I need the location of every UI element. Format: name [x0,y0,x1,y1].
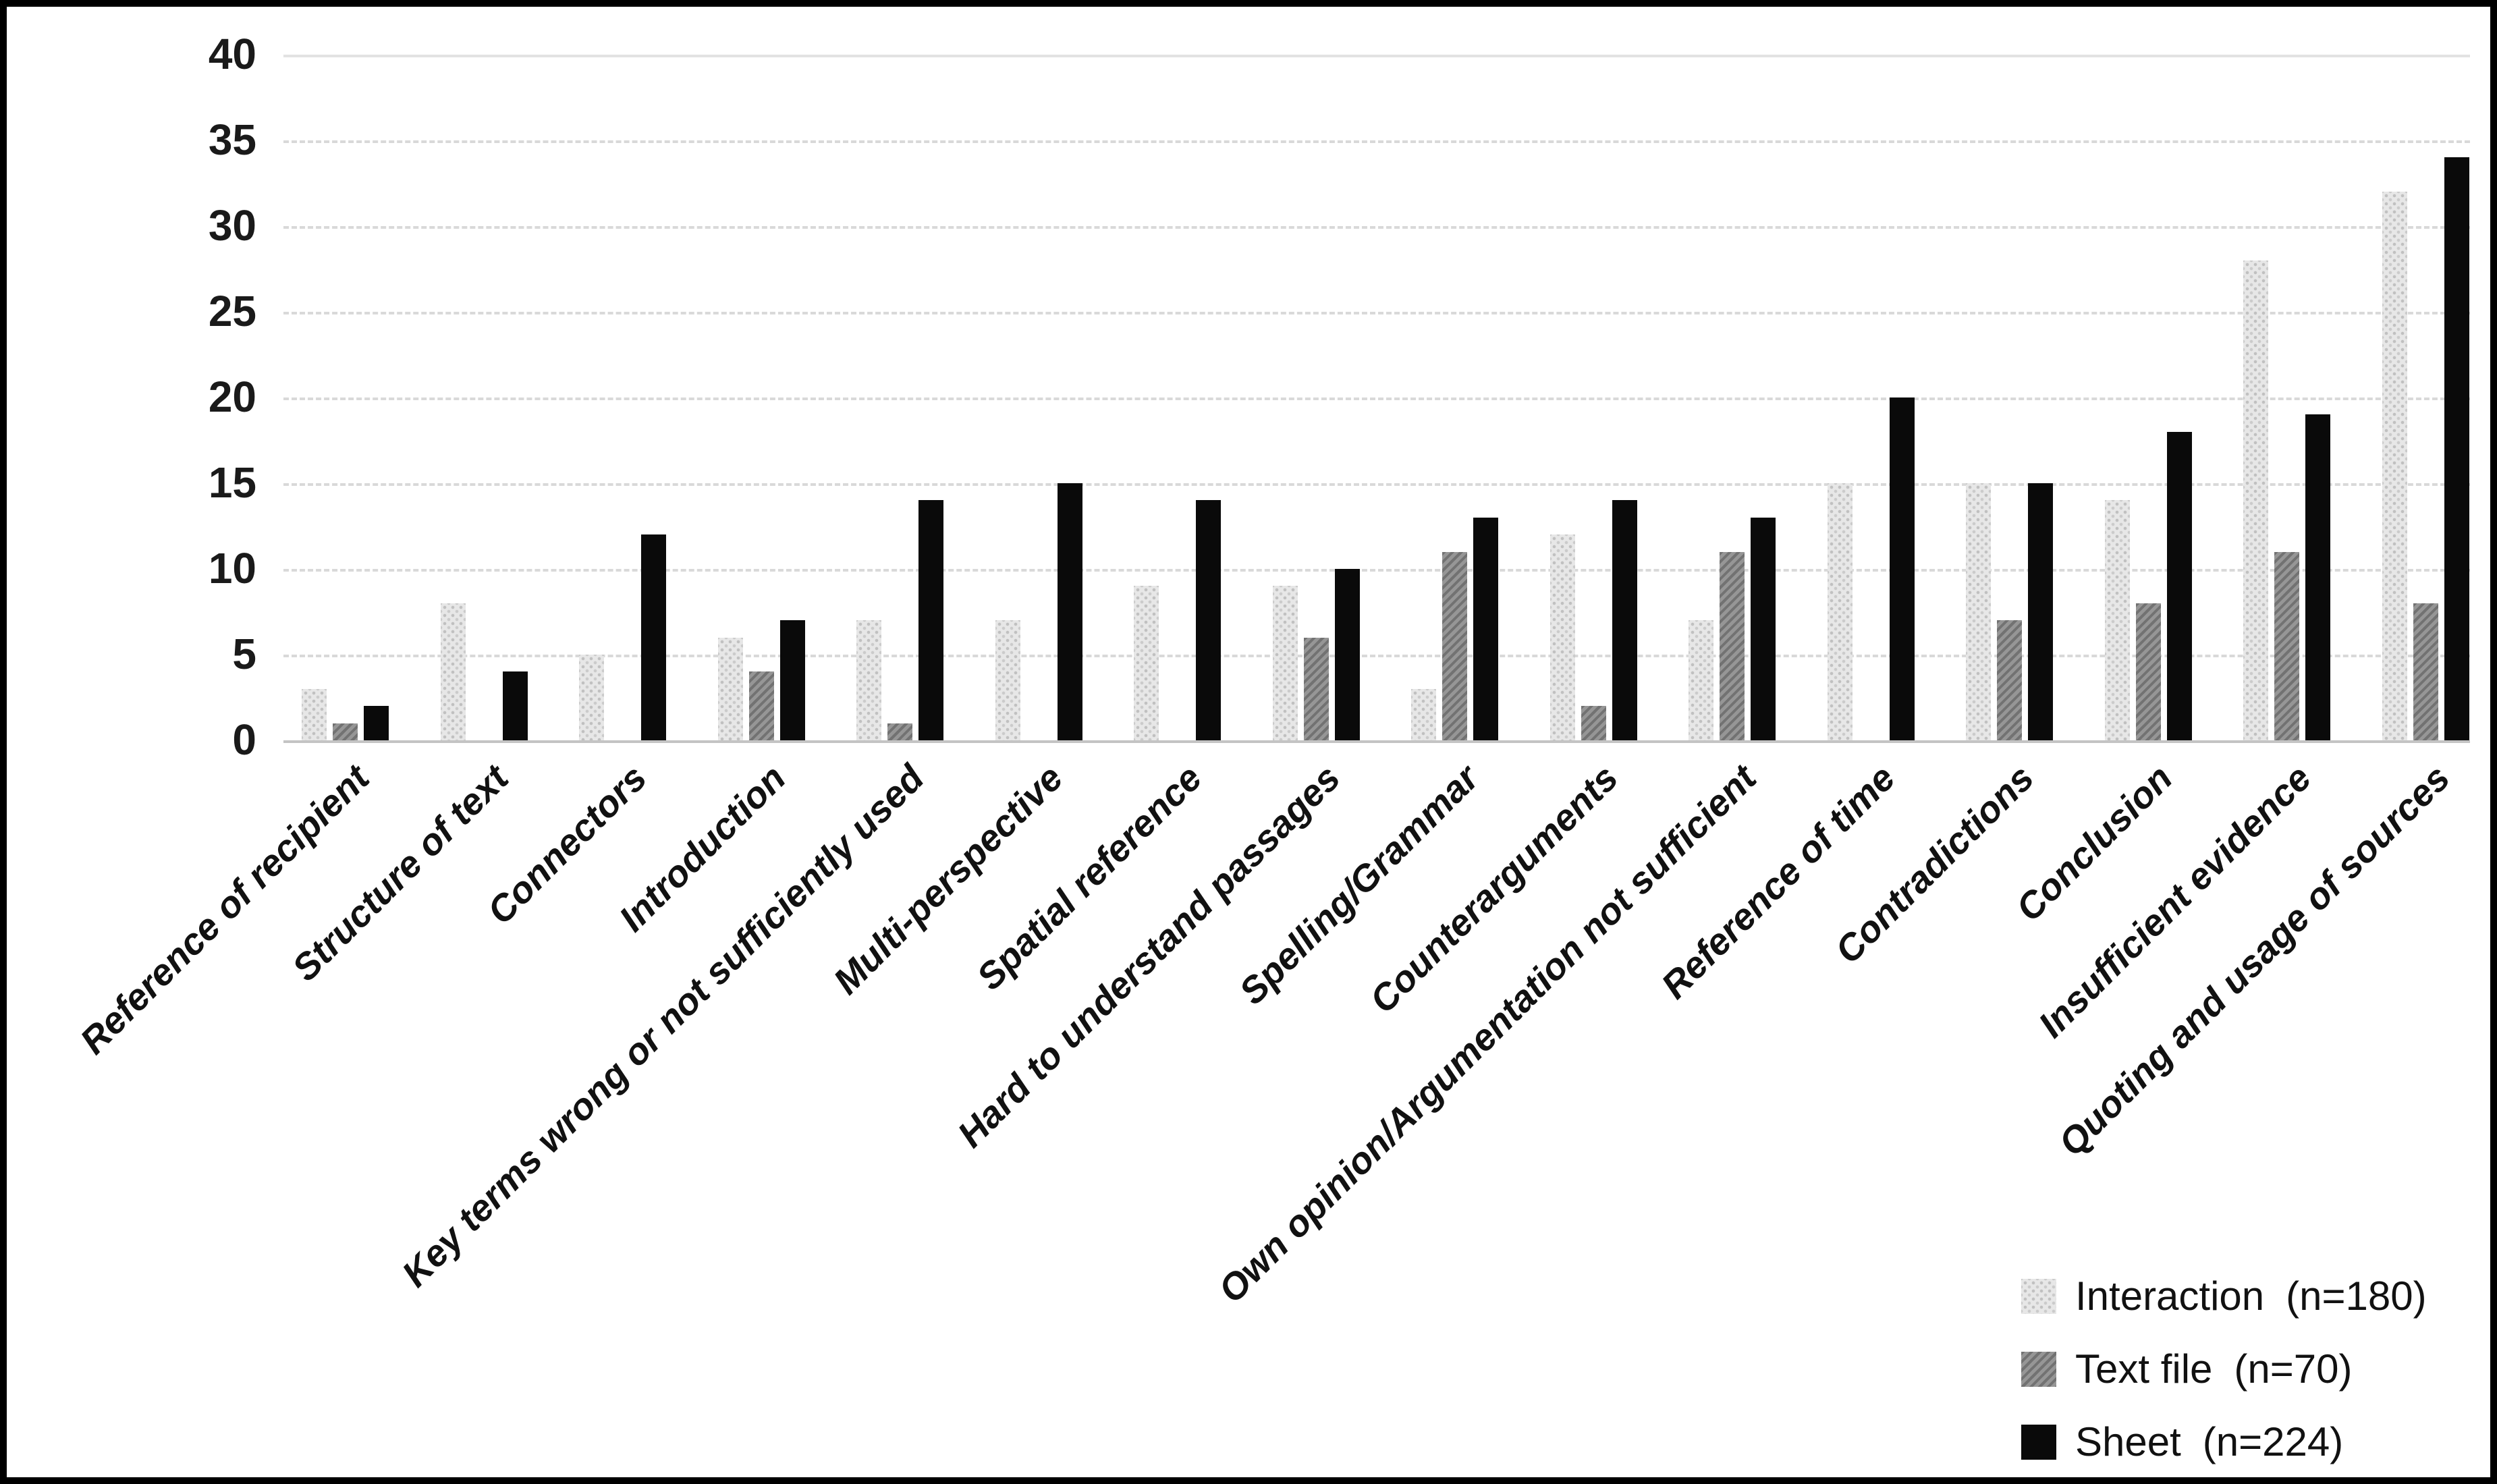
bar-sheet-contradictions [2028,483,2053,740]
y-gridline-5 [283,655,2470,657]
legend-count: (n=70) [2234,1346,2353,1392]
bar-sheet-multi-perspective [1057,483,1082,740]
y-gridline-25 [283,312,2470,314]
x-category-label-multi-perspective: Multi-perspective [825,757,1071,1002]
bar-interaction-structure-of-text [440,603,466,740]
y-tick-label-30: 30 [208,201,256,250]
x-category-label-spelling-grammar: Spelling/Grammar [1231,757,1487,1013]
bar-interaction-insufficient-evidence [2243,260,2268,740]
bar-interaction-hard-to-understand-passages [1272,586,1298,740]
bar-sheet-reference-of-time [1889,397,1915,740]
legend-swatch-interaction-icon [2021,1279,2056,1314]
bar-sheet-key-terms-wrong-or-not-sufficiently-used [918,500,943,740]
legend-count: (n=180) [2286,1273,2427,1319]
bar-interaction-spatial-reference [1134,586,1159,740]
bar-text-file-own-opinion-argumentation-not-sufficient [1720,551,1745,740]
y-tick-label-15: 15 [208,458,256,507]
plot-area [283,55,2470,743]
bar-interaction-counterarguments [1549,534,1575,740]
bar-sheet-conclusion [2166,431,2192,740]
y-tick-label-35: 35 [208,115,256,164]
y-gridline-40 [283,55,2470,57]
legend-label: Interaction [2075,1273,2265,1319]
bar-text-file-insufficient-evidence [2274,551,2299,740]
bar-text-file-conclusion [2135,603,2161,740]
legend-item-sheet: Sheet (n=224) [2021,1420,2427,1464]
x-category-label-reference-of-recipient: Reference of recipient [72,757,378,1062]
legend-label: Text file [2075,1346,2213,1392]
bar-sheet-spelling-grammar [1473,517,1498,740]
y-tick-label-0: 0 [232,715,256,764]
bar-interaction-quoting-and-usage-of-sources [2382,192,2407,740]
bar-sheet-connectors [641,534,666,740]
bar-text-file-reference-of-recipient [333,723,358,740]
bar-interaction-connectors [579,655,604,740]
bar-text-file-counterarguments [1581,706,1606,740]
bar-sheet-insufficient-evidence [2305,414,2330,740]
bar-interaction-reference-of-recipient [302,688,327,740]
y-gridline-15 [283,483,2470,486]
bar-interaction-conclusion [2104,500,2130,740]
bar-sheet-quoting-and-usage-of-sources [2444,157,2469,740]
bar-interaction-introduction [717,637,743,740]
bar-interaction-multi-perspective [995,620,1020,740]
bar-sheet-hard-to-understand-passages [1334,569,1360,740]
y-gridline-30 [283,226,2470,229]
y-tick-label-20: 20 [208,373,256,421]
x-category-label-insufficient-evidence: Insufficient evidence [2030,757,2320,1046]
legend-item-textfile: Text file (n=70) [2021,1347,2427,1392]
bar-sheet-own-opinion-argumentation-not-sufficient [1751,517,1776,740]
bar-sheet-introduction [779,620,805,740]
bar-interaction-reference-of-time [1827,483,1853,740]
bar-text-file-quoting-and-usage-of-sources [2413,603,2438,740]
bar-text-file-contradictions [1997,620,2022,740]
bar-interaction-own-opinion-argumentation-not-sufficient [1689,620,1713,740]
x-category-label-counterarguments: Counterarguments [1361,757,1626,1022]
legend-swatch-sheet-icon [2021,1425,2056,1460]
bar-text-file-introduction [748,671,774,740]
bar-sheet-counterarguments [1612,500,1637,740]
bar-text-file-hard-to-understand-passages [1303,637,1329,740]
y-gridline-0 [283,740,2470,743]
bar-text-file-spelling-grammar [1442,551,1467,740]
y-tick-label-5: 5 [232,630,256,678]
y-tick-label-25: 25 [208,287,256,335]
y-gridline-35 [283,140,2470,143]
bar-text-file-key-terms-wrong-or-not-sufficiently-used [887,723,912,740]
bar-interaction-key-terms-wrong-or-not-sufficiently-used [856,620,881,740]
bar-sheet-reference-of-recipient [364,706,389,740]
bar-sheet-spatial-reference [1196,500,1221,740]
bar-interaction-spelling-grammar [1411,688,1436,740]
chart-legend: Interaction (n=180) Text file (n=70) She… [2021,1274,2427,1464]
legend-count: (n=224) [2202,1419,2344,1464]
y-gridline-20 [283,397,2470,400]
legend-swatch-textfile-icon [2021,1352,2056,1387]
x-category-label-key-terms-wrong-or-not-sufficiently-used: Key terms wrong or not sufficiently used [393,757,933,1295]
legend-label: Sheet [2075,1419,2181,1464]
y-tick-label-10: 10 [208,544,256,593]
legend-item-interaction: Interaction (n=180) [2021,1274,2427,1319]
y-tick-label-40: 40 [208,30,256,78]
bar-sheet-structure-of-text [502,671,528,740]
x-category-label-reference-of-time: Reference of time [1653,757,1903,1007]
y-gridline-10 [283,569,2470,572]
bar-interaction-contradictions [1966,483,1991,740]
